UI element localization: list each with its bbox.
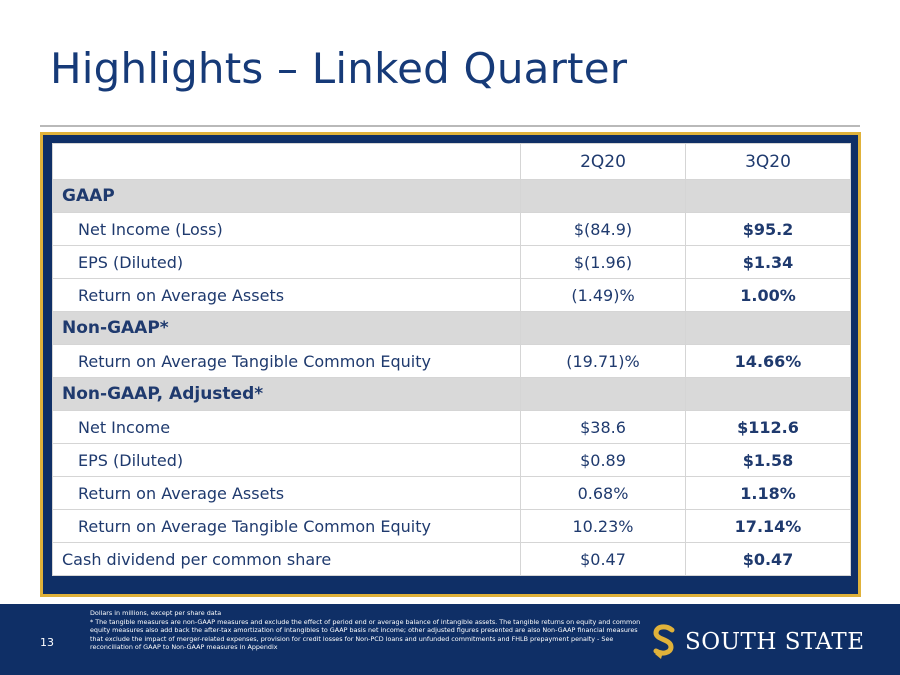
row-label: Cash dividend per common share xyxy=(52,542,521,576)
row-label: EPS (Diluted) xyxy=(52,443,521,477)
table-row: Return on Average Assets 0.68% 1.18% xyxy=(52,476,851,510)
table-row: Return on Average Assets (1.49)% 1.00% xyxy=(52,278,851,312)
company-logo: SOUTH STATE xyxy=(652,624,867,660)
header-row: 2Q20 3Q20 xyxy=(52,143,851,180)
table-row: Net Income (Loss) $(84.9) $95.2 xyxy=(52,212,851,246)
value-3q20: 17.14% xyxy=(685,509,851,543)
value-2q20: $0.47 xyxy=(520,542,686,576)
section-row-non-gaap: Non-GAAP* xyxy=(52,311,851,345)
header-blank xyxy=(52,143,521,180)
table-row: EPS (Diluted) $0.89 $1.58 xyxy=(52,443,851,477)
table-row-dividend: Cash dividend per common share $0.47 $0.… xyxy=(52,542,851,576)
value-3q20: $0.47 xyxy=(685,542,851,576)
value-3q20: 1.18% xyxy=(685,476,851,510)
table-row: EPS (Diluted) $(1.96) $1.34 xyxy=(52,245,851,279)
value-3q20: $95.2 xyxy=(685,212,851,246)
row-label: Net Income xyxy=(52,410,521,444)
section-row-non-gaap-adjusted: Non-GAAP, Adjusted* xyxy=(52,377,851,411)
value-3q20: 1.00% xyxy=(685,278,851,312)
value-3q20: 14.66% xyxy=(685,344,851,378)
value-2q20: 10.23% xyxy=(520,509,686,543)
section-row-gaap: GAAP xyxy=(52,179,851,213)
highlights-table: 2Q20 3Q20 GAAP Net Income (Loss) $(84.9)… xyxy=(52,143,851,576)
value-2q20: (1.49)% xyxy=(520,278,686,312)
value-3q20: $112.6 xyxy=(685,410,851,444)
value-2q20: $(1.96) xyxy=(520,245,686,279)
table-row: Return on Average Tangible Common Equity… xyxy=(52,344,851,378)
value-3q20: $1.34 xyxy=(685,245,851,279)
slide-title: Highlights – Linked Quarter xyxy=(50,44,628,93)
row-label: Return on Average Assets xyxy=(52,278,521,312)
header-3q20: 3Q20 xyxy=(685,143,851,180)
row-label: EPS (Diluted) xyxy=(52,245,521,279)
brand-name: SOUTH STATE xyxy=(685,629,865,655)
value-2q20: (19.71)% xyxy=(520,344,686,378)
value-2q20: $38.6 xyxy=(520,410,686,444)
page-number: 13 xyxy=(40,636,54,649)
section-label: Non-GAAP* xyxy=(52,311,521,345)
header-2q20: 2Q20 xyxy=(520,143,686,180)
footnote: Dollars in millions, except per share da… xyxy=(90,609,650,652)
row-label: Net Income (Loss) xyxy=(52,212,521,246)
value-2q20: $(84.9) xyxy=(520,212,686,246)
footnote-non-gaap: * The tangible measures are non-GAAP mea… xyxy=(90,617,641,652)
value-2q20: $0.89 xyxy=(520,443,686,477)
row-label: Return on Average Assets xyxy=(52,476,521,510)
table-row: Return on Average Tangible Common Equity… xyxy=(52,509,851,543)
table-row: Net Income $38.6 $112.6 xyxy=(52,410,851,444)
value-2q20: 0.68% xyxy=(520,476,686,510)
row-label: Return on Average Tangible Common Equity xyxy=(52,509,521,543)
section-label: GAAP xyxy=(52,179,521,213)
value-3q20: $1.58 xyxy=(685,443,851,477)
section-label: Non-GAAP, Adjusted* xyxy=(52,377,521,411)
title-divider xyxy=(40,125,860,127)
footnote-units: Dollars in millions, except per share da… xyxy=(90,609,222,617)
footer-bar xyxy=(0,604,900,675)
row-label: Return on Average Tangible Common Equity xyxy=(52,344,521,378)
s-logo-icon xyxy=(653,624,675,659)
